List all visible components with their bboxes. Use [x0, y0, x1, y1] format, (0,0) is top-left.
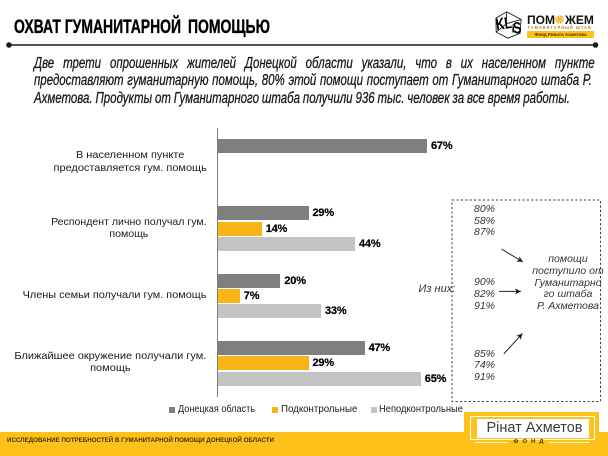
svg-text:KL: KL — [495, 14, 513, 34]
svg-text:S: S — [512, 19, 522, 38]
svg-text:i: i — [512, 23, 515, 35]
